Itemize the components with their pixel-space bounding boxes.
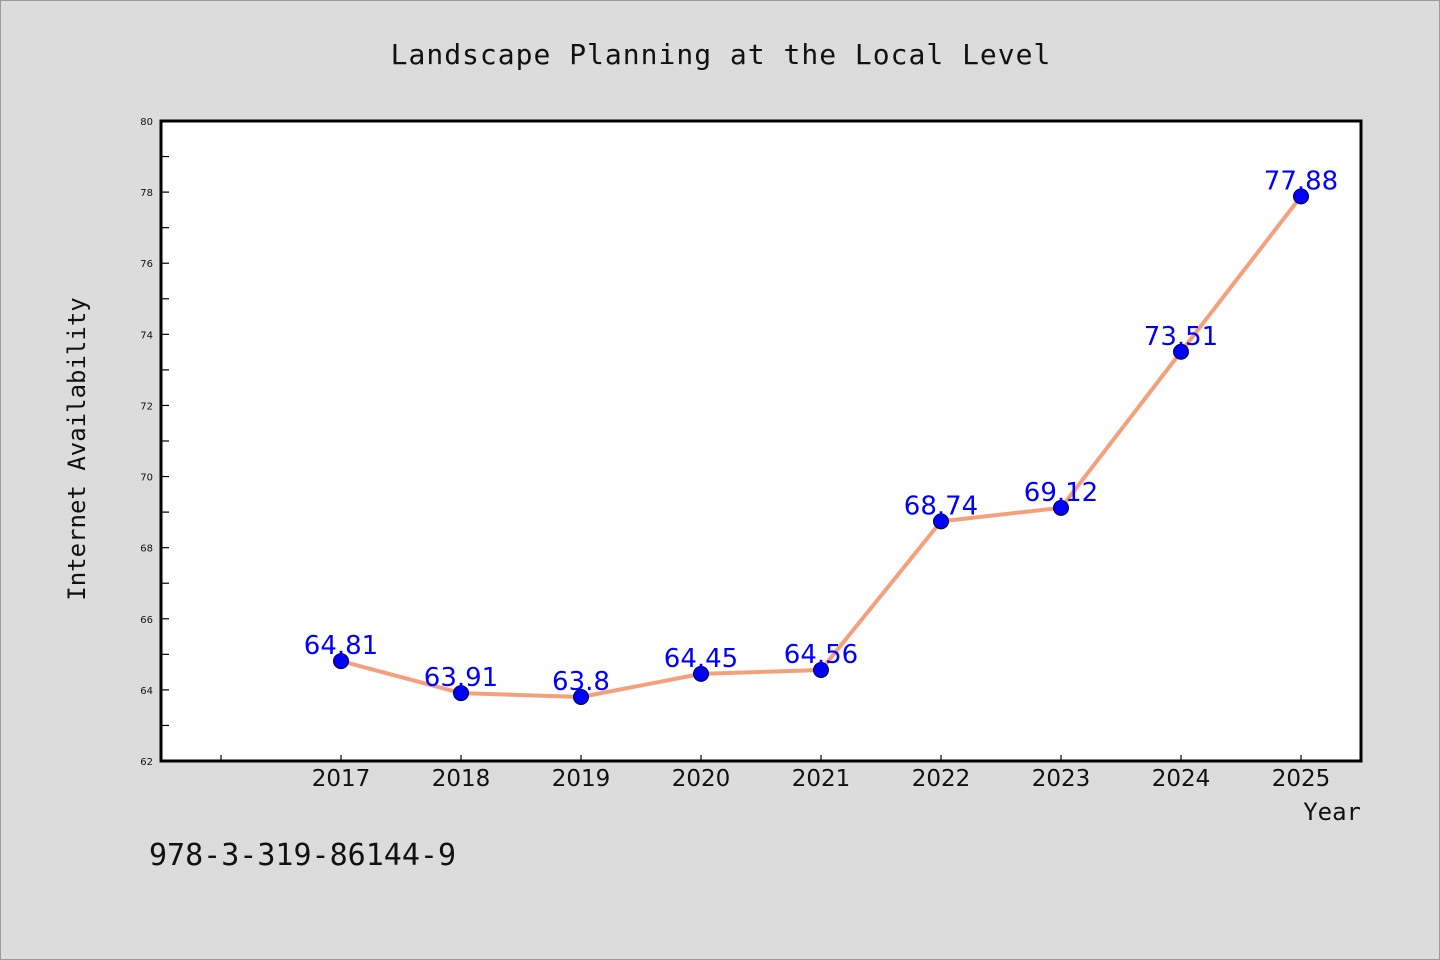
x-tick-label: 2018 (432, 766, 491, 792)
y-tick-label: 70 (140, 473, 153, 484)
data-point (1053, 499, 1069, 516)
data-point (693, 665, 709, 682)
x-tick-label: 2019 (552, 766, 611, 792)
data-label: 73.51 (1144, 322, 1218, 352)
data-point (453, 685, 469, 702)
y-axis-label: Internet Availability (63, 297, 91, 600)
x-tick-label: 2020 (672, 766, 731, 792)
y-tick-label: 66 (140, 615, 153, 626)
data-point (1173, 343, 1189, 360)
data-label: 68.74 (904, 491, 978, 521)
x-axis: 2017 2018 2019 2020 2021 2022 2023 2024 2025 (220, 755, 1331, 792)
data-point (573, 689, 589, 705)
y-tick-label: 72 (140, 401, 153, 412)
plot-area (159, 119, 1363, 763)
y-tick-label: 64 (140, 686, 153, 697)
data-point (1293, 188, 1309, 205)
data-label: 63.8 (552, 667, 610, 697)
data-label: 69.12 (1024, 478, 1098, 508)
data-label: 64.45 (664, 644, 738, 674)
chart-title: Landscape Planning at the Local Level (391, 38, 1052, 71)
data-label: 77.88 (1264, 166, 1338, 196)
data-point (933, 513, 949, 530)
data-label: 64.81 (304, 631, 378, 661)
y-tick-label: 74 (140, 330, 153, 341)
x-tick-label: 2021 (792, 766, 851, 792)
y-tick-label: 62 (140, 757, 153, 768)
data-point (813, 661, 829, 678)
x-tick-label: 2024 (1152, 766, 1211, 792)
isbn-annotation: 978-3-319-86144-9 (149, 838, 456, 873)
y-tick-label: 68 (140, 544, 153, 555)
x-tick-label: 2022 (912, 766, 971, 792)
y-tick-label: 76 (140, 259, 153, 270)
data-point (333, 653, 349, 670)
y-axis: 62 64 66 68 70 72 74 76 78 80 (140, 117, 169, 768)
x-tick-label: 2025 (1272, 766, 1331, 792)
y-tick-label: 78 (140, 188, 153, 199)
x-tick-label: 2023 (1032, 766, 1091, 792)
x-tick-label: 2017 (312, 766, 371, 792)
data-label: 63.91 (424, 663, 498, 693)
data-label: 64.56 (784, 640, 858, 670)
y-tick-label: 80 (140, 117, 153, 128)
series-layer: 64.81 63.91 63.8 64.45 64.56 68.74 69.12 73.51 7… (304, 166, 1338, 705)
x-axis-label: Year (1303, 798, 1361, 826)
